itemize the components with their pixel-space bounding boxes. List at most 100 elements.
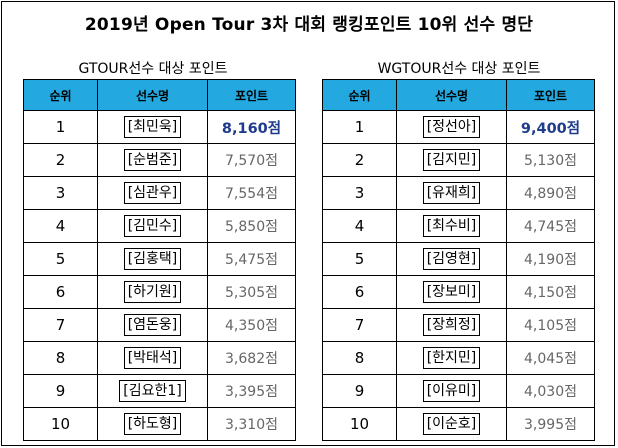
player-name: [김홍택] <box>123 248 182 270</box>
points-cell: 4,745점 <box>506 209 595 243</box>
points-cell: 5,850점 <box>207 209 296 243</box>
player-name-cell: [최수비] <box>396 209 507 243</box>
player-name-cell: [하기원] <box>97 275 208 309</box>
header-points: 포인트 <box>506 79 595 111</box>
player-name-cell: [김민수] <box>97 209 208 243</box>
header-player-name: 선수명 <box>97 79 208 111</box>
rank-cell: 7 <box>23 308 98 342</box>
player-name: [이유미] <box>422 380 481 402</box>
wgtour-table-body: 1 [정선아] 9,400점 2 [김지민] 5,130점 3 [유재희] 4,890점 4 [최수… <box>322 110 595 441</box>
table-row: 6 [장보미] 4,150점 <box>322 275 595 309</box>
player-name: [이순호] <box>422 413 481 435</box>
table-row: 3 [심관우] 7,554점 <box>23 176 296 210</box>
header-player-name: 선수명 <box>396 79 507 111</box>
rank-cell: 1 <box>23 110 98 144</box>
player-name-cell: [김영현] <box>396 242 507 276</box>
points-cell: 4,045점 <box>506 341 595 375</box>
rank-cell: 8 <box>322 341 397 375</box>
points-cell: 3,995점 <box>506 407 595 441</box>
player-name-cell: [김홍택] <box>97 242 208 276</box>
rank-cell: 8 <box>23 341 98 375</box>
rank-cell: 9 <box>322 374 397 408</box>
points-cell: 4,150점 <box>506 275 595 309</box>
rank-cell: 5 <box>322 242 397 276</box>
player-name: [장보미] <box>422 281 481 303</box>
rank-cell: 3 <box>23 176 98 210</box>
header-rank: 순위 <box>23 79 98 111</box>
player-name-cell: [유재희] <box>396 176 507 210</box>
wgtour-ranking-table: 순위 선수명 포인트 1 [정선아] 9,400점 2 [김지민] 5,130점 3 [유재희… <box>322 79 595 441</box>
gtour-table-body: 1 [최민욱] 8,160점 2 [순범준] 7,570점 3 [심관우] 7,554점 4 [김민… <box>23 110 296 441</box>
player-name: [순범준] <box>123 149 182 171</box>
table-header-row: 순위 선수명 포인트 <box>23 79 296 111</box>
player-name-cell: [하도형] <box>97 407 208 441</box>
rank-cell: 6 <box>322 275 397 309</box>
table-row: 10 [하도형] 3,310점 <box>23 407 296 441</box>
points-cell: 7,554점 <box>207 176 296 210</box>
rank-cell: 6 <box>23 275 98 309</box>
table-row: 1 [최민욱] 8,160점 <box>23 110 296 144</box>
points-cell: 4,890점 <box>506 176 595 210</box>
points-cell: 5,130점 <box>506 143 595 177</box>
rank-cell: 2 <box>23 143 98 177</box>
player-name: [정선아] <box>422 116 481 138</box>
player-name: [심관우] <box>123 182 182 204</box>
table-row: 9 [김요한1] 3,395점 <box>23 374 296 408</box>
points-cell: 8,160점 <box>207 110 296 144</box>
points-cell: 3,310점 <box>207 407 296 441</box>
table-row: 8 [박태석] 3,682점 <box>23 341 296 375</box>
points-cell: 7,570점 <box>207 143 296 177</box>
player-name: [장희정] <box>422 314 481 336</box>
table-row: 4 [김민수] 5,850점 <box>23 209 296 243</box>
points-cell: 4,105점 <box>506 308 595 342</box>
table-row: 7 [염돈웅] 4,350점 <box>23 308 296 342</box>
points-cell: 4,030점 <box>506 374 595 408</box>
player-name-cell: [장보미] <box>396 275 507 309</box>
points-cell: 5,305점 <box>207 275 296 309</box>
rank-cell: 2 <box>322 143 397 177</box>
player-name: [한지민] <box>422 347 481 369</box>
rank-cell: 7 <box>322 308 397 342</box>
table-row: 5 [김영현] 4,190점 <box>322 242 595 276</box>
player-name-cell: [한지민] <box>396 341 507 375</box>
rank-cell: 4 <box>23 209 98 243</box>
points-cell: 4,190점 <box>506 242 595 276</box>
rank-cell: 1 <box>322 110 397 144</box>
player-name-cell: [이순호] <box>396 407 507 441</box>
table-row: 10 [이순호] 3,995점 <box>322 407 595 441</box>
gtour-ranking-table: 순위 선수명 포인트 1 [최민욱] 8,160점 2 [순범준] 7,570점 3 [심관우… <box>23 79 296 441</box>
player-name: [김지민] <box>422 149 481 171</box>
rank-cell: 10 <box>322 407 397 441</box>
player-name-cell: [순범준] <box>97 143 208 177</box>
player-name: [최민욱] <box>123 116 182 138</box>
player-name-cell: [장희정] <box>396 308 507 342</box>
points-cell: 9,400점 <box>506 110 595 144</box>
player-name-cell: [김지민] <box>396 143 507 177</box>
rank-cell: 4 <box>322 209 397 243</box>
rank-cell: 9 <box>23 374 98 408</box>
table-row: 8 [한지민] 4,045점 <box>322 341 595 375</box>
player-name: [최수비] <box>422 215 481 237</box>
header-points: 포인트 <box>207 79 296 111</box>
player-name-cell: [심관우] <box>97 176 208 210</box>
player-name: [유재희] <box>422 182 481 204</box>
player-name: [김요한1] <box>119 380 186 402</box>
table-row: 6 [하기원] 5,305점 <box>23 275 296 309</box>
page-title: 2019년 Open Tour 3차 대회 랭킹포인트 10위 선수 명단 <box>84 15 534 35</box>
header-rank: 순위 <box>322 79 397 111</box>
player-name-cell: [최민욱] <box>97 110 208 144</box>
table-row: 2 [순범준] 7,570점 <box>23 143 296 177</box>
player-name: [하도형] <box>123 413 182 435</box>
rank-cell: 3 <box>322 176 397 210</box>
player-name: [박태석] <box>123 347 182 369</box>
points-cell: 4,350점 <box>207 308 296 342</box>
player-name: [염돈웅] <box>123 314 182 336</box>
table-row: 9 [이유미] 4,030점 <box>322 374 595 408</box>
player-name-cell: [김요한1] <box>97 374 208 408</box>
player-name-cell: [박태석] <box>97 341 208 375</box>
rank-cell: 10 <box>23 407 98 441</box>
points-cell: 3,395점 <box>207 374 296 408</box>
points-cell: 3,682점 <box>207 341 296 375</box>
table-row: 3 [유재희] 4,890점 <box>322 176 595 210</box>
